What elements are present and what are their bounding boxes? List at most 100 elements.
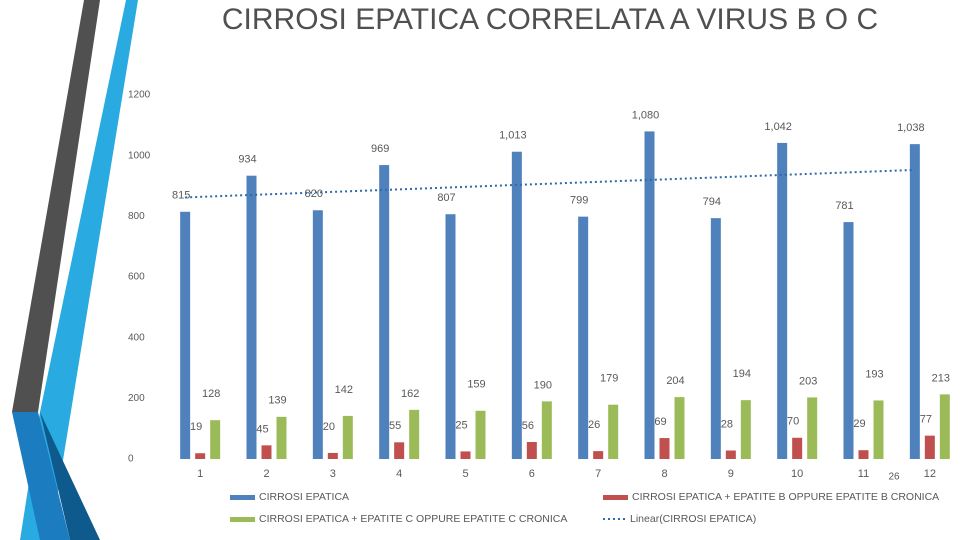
- bar: [873, 400, 884, 459]
- bar: [342, 415, 353, 459]
- bar: [725, 450, 736, 459]
- data-label: 25: [455, 419, 467, 431]
- decor: [40, 412, 100, 540]
- data-label: 70: [787, 416, 799, 428]
- data-label: 1,013: [499, 130, 527, 142]
- bar: [210, 420, 221, 459]
- legend-label: CIRROSI EPATICA + EPATITE C OPPURE EPATI…: [259, 513, 567, 525]
- annotation: 26: [888, 472, 900, 483]
- bar: [312, 210, 323, 459]
- x-tick-label: 4: [396, 468, 402, 480]
- data-label: 77: [920, 414, 932, 426]
- data-label: 19: [190, 421, 202, 433]
- bar: [644, 131, 655, 459]
- data-label: 190: [534, 379, 552, 391]
- bar: [777, 142, 788, 459]
- data-label: 1,042: [764, 121, 792, 133]
- bar: [261, 445, 272, 459]
- y-tick-label: 800: [128, 211, 145, 222]
- data-label: 194: [733, 368, 751, 380]
- data-label: 45: [256, 423, 268, 435]
- trendline: [185, 168, 915, 199]
- data-label: 56: [522, 420, 534, 432]
- legend-swatch: [603, 495, 628, 500]
- x-tick-label: 9: [728, 468, 734, 480]
- data-label: 142: [335, 384, 353, 396]
- data-label: 29: [853, 418, 865, 430]
- x-tick-label: 3: [330, 468, 336, 480]
- bar: [460, 451, 471, 459]
- y-tick-label: 1000: [128, 150, 151, 161]
- data-label: 815: [172, 190, 190, 202]
- data-label: 1,038: [897, 122, 925, 134]
- data-label: 159: [467, 379, 485, 391]
- bar: [792, 437, 803, 459]
- bar: [246, 175, 257, 460]
- data-label: 969: [371, 143, 389, 155]
- legend-swatch: [230, 517, 255, 522]
- legend-label: Linear(CIRROSI EPATICA): [630, 513, 756, 525]
- chart-title: CIRROSI EPATICA CORRELATA A VIRUS B O C: [221, 3, 879, 36]
- bar: [409, 409, 420, 459]
- bar: [659, 438, 670, 459]
- data-label: 781: [835, 200, 853, 212]
- bar: [674, 397, 685, 459]
- legend-swatch: [230, 495, 255, 500]
- bar: [924, 435, 935, 459]
- bar: [475, 410, 486, 459]
- data-label: 139: [268, 395, 286, 407]
- bar: [379, 165, 390, 459]
- decor: [12, 412, 70, 540]
- x-tick-label: 2: [263, 468, 269, 480]
- bar: [807, 397, 818, 459]
- x-tick-label: 12: [924, 468, 936, 480]
- data-label: 799: [570, 195, 588, 207]
- bar: [593, 451, 604, 459]
- x-tick-label: 8: [661, 468, 667, 480]
- y-tick-label: 400: [128, 332, 145, 343]
- data-label: 26: [588, 419, 600, 431]
- bar: [327, 452, 338, 459]
- x-tick-label: 11: [858, 468, 869, 480]
- x-tick-label: 1: [197, 468, 203, 480]
- bar: [608, 404, 619, 459]
- bar: [394, 442, 405, 459]
- bar: [909, 144, 920, 459]
- x-tick-label: 10: [791, 468, 803, 480]
- data-label: 179: [600, 373, 618, 385]
- bar: [939, 394, 950, 459]
- data-label: 193: [865, 368, 883, 380]
- data-label: 69: [654, 416, 666, 428]
- bar: [740, 400, 751, 459]
- data-label: 55: [389, 420, 401, 432]
- x-tick-label: 6: [529, 468, 535, 480]
- data-label: 28: [721, 418, 733, 430]
- bar: [541, 401, 552, 459]
- bar: [578, 216, 589, 459]
- legend-label: CIRROSI EPATICA + EPATITE B OPPURE EPATI…: [632, 491, 939, 503]
- bar: [526, 442, 537, 459]
- data-label: 203: [799, 375, 817, 387]
- data-label: 213: [932, 372, 950, 384]
- data-label: 820: [305, 188, 323, 200]
- bar: [511, 151, 522, 459]
- bar: [858, 450, 869, 459]
- data-label: 934: [238, 154, 256, 166]
- bar: [195, 453, 206, 459]
- data-label: 20: [323, 421, 335, 433]
- data-label: 162: [401, 388, 419, 400]
- y-tick-label: 0: [128, 454, 134, 465]
- y-tick-label: 1200: [128, 90, 151, 101]
- legend-label: CIRROSI EPATICA: [259, 491, 349, 503]
- decor: [12, 0, 100, 412]
- data-label: 204: [666, 375, 684, 387]
- y-tick-label: 200: [128, 393, 145, 404]
- x-tick-label: 7: [595, 468, 601, 480]
- bar: [843, 222, 854, 459]
- bar: [276, 416, 287, 459]
- data-label: 128: [202, 388, 220, 400]
- data-label: 1,080: [632, 109, 660, 121]
- x-tick-label: 5: [462, 468, 468, 480]
